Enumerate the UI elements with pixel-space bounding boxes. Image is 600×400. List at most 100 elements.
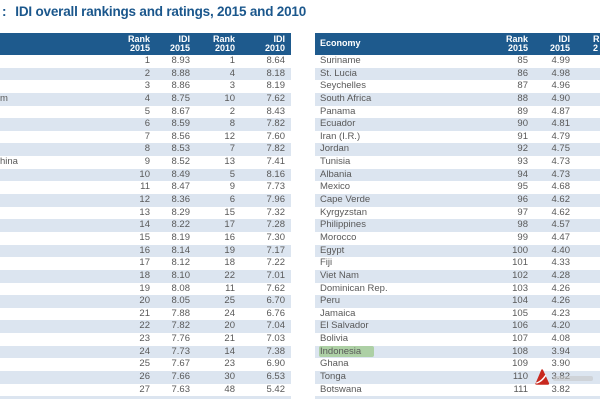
table-row: Botswana 111 3.82 [315, 383, 600, 397]
economy-cell: El Salvador [320, 320, 369, 332]
rank-2015-cell: 85 [517, 55, 528, 66]
rank-2015-cell: 103 [512, 282, 528, 294]
rank-2010-cell: 3 [229, 80, 235, 92]
rankings-table-right: Economy Rank 2015 IDI 2015 R 2 Suriname 8… [315, 33, 600, 399]
economy-cell: Kyrgyzstan [320, 206, 367, 218]
economy-cell: Indonesia [315, 345, 468, 359]
table-row: 10 8.49 5 8.16 [0, 168, 291, 182]
rank-2015-cell: 86 [517, 67, 528, 79]
idi-2015-cell: 4.57 [551, 219, 571, 231]
col-header-economy: Economy [320, 39, 361, 49]
highlighted-economy: Indonesia [319, 345, 375, 357]
rank-2015-cell: 13 [139, 206, 150, 218]
economy-cell: Albania [320, 168, 352, 180]
idi-2010-cell: 6.90 [266, 358, 286, 370]
table-row: Cape Verde 96 4.62 [315, 194, 600, 207]
table-row: Suriname 85 4.99 [315, 55, 600, 68]
table-row: 11 8.47 9 7.73 [0, 181, 291, 195]
left-table-next-row-sliver [0, 396, 291, 399]
idi-2015-cell: 4.99 [551, 55, 571, 66]
idi-2015-cell: 4.28 [551, 269, 571, 281]
economy-cell: Mexico [320, 181, 351, 193]
idi-2015-cell: 4.68 [551, 181, 571, 193]
idi-2010-cell: 6.76 [266, 307, 286, 319]
idi-2015-cell: 8.53 [171, 143, 191, 155]
idi-2010-cell: 7.38 [266, 345, 286, 357]
table-row: 12 8.36 6 7.96 [0, 194, 291, 207]
rank-2015-cell: 7 [144, 130, 150, 142]
table-row: 27 7.63 48 5.42 [0, 383, 291, 397]
rank-2015-cell: 3 [144, 80, 150, 92]
table-row: 2 8.88 4 8.18 [0, 67, 291, 81]
idi-2010-cell: 8.18 [266, 67, 286, 79]
idi-2015-cell: 4.47 [551, 231, 571, 243]
rank-2010-cell: 18 [224, 257, 235, 269]
idi-2015-cell: 4.26 [551, 282, 571, 294]
rank-2010-cell: 22 [224, 269, 235, 281]
idi-2010-cell: 7.22 [266, 257, 286, 269]
rank-2015-cell: 92 [517, 143, 528, 155]
economy-cell: Tonga [320, 371, 346, 383]
right-table-next-row-sliver [315, 396, 600, 399]
col-header-idi-2015: IDI 2015 [549, 33, 570, 53]
pdf-app-logo-icon [535, 369, 550, 385]
rank-2015-cell: 89 [517, 105, 528, 117]
rank-2010-cell: 21 [224, 333, 235, 345]
title-prefix: : [2, 4, 7, 19]
rank-2015-cell: 26 [139, 371, 150, 383]
rank-2010-cell: 13 [224, 156, 235, 168]
rank-2015-cell: 105 [512, 307, 528, 319]
col-header-rank-2010: Rank 2010 [212, 33, 235, 53]
table-row: Ecuador 90 4.81 [315, 118, 600, 131]
idi-2015-cell: 7.88 [171, 307, 191, 319]
rank-2010-cell: 16 [224, 231, 235, 243]
economy-cell: Iran (I.R.) [320, 130, 361, 142]
idi-2010-cell: 8.43 [266, 105, 286, 117]
idi-2015-cell: 8.56 [171, 130, 191, 142]
idi-2015-cell: 4.62 [551, 206, 571, 218]
idi-2015-cell: 4.73 [551, 156, 571, 168]
table-row: Seychelles 87 4.96 [315, 80, 600, 93]
economy-cell: South Africa [320, 92, 372, 104]
idi-2015-cell: 7.82 [171, 320, 191, 332]
idi-2015-cell: 3.82 [551, 383, 571, 395]
rank-2015-cell: 22 [139, 320, 150, 332]
col-header-rank-2015: Rank 2015 [505, 33, 528, 53]
economy-cell: Jamaica [320, 307, 356, 319]
idi-2010-cell: 7.04 [266, 320, 286, 332]
table-row: Egypt 100 4.40 [315, 244, 600, 258]
idi-2015-cell: 8.14 [171, 244, 191, 256]
table-row: St. Lucia 86 4.98 [315, 67, 600, 81]
rank-2015-cell: 95 [517, 181, 528, 193]
rank-2015-cell: 109 [512, 358, 528, 370]
economy-cell: St. Lucia [320, 67, 357, 79]
idi-2015-cell: 7.67 [171, 358, 191, 370]
rank-2010-cell: 15 [224, 206, 235, 218]
rank-2010-cell: 24 [224, 307, 235, 319]
idi-2015-cell: 4.90 [551, 92, 571, 104]
rank-2015-cell: 14 [139, 219, 150, 231]
table-row: Bolivia 107 4.08 [315, 333, 600, 346]
table-row: 3 8.86 3 8.19 [0, 80, 291, 93]
idi-2010-cell: 5.42 [266, 383, 286, 395]
rank-2015-cell: 10 [139, 168, 150, 180]
rank-2010-cell: 9 [229, 181, 235, 193]
table-row: Jamaica 105 4.23 [315, 307, 600, 321]
table-row: hina 9 8.52 13 7.41 [0, 156, 291, 169]
economy-cell: m [0, 92, 8, 104]
economy-cell: hina [0, 156, 18, 168]
table-row: 17 8.12 18 7.22 [0, 257, 291, 270]
idi-2015-cell: 4.20 [551, 320, 571, 332]
col-header-idi-2010: IDI 2010 [264, 33, 285, 53]
rank-2010-cell: 7 [229, 143, 235, 155]
idi-2015-cell: 8.75 [171, 92, 191, 104]
table-row: 25 7.67 23 6.90 [0, 358, 291, 372]
rank-2015-cell: 15 [139, 231, 150, 243]
idi-2015-cell: 8.36 [171, 194, 191, 206]
rank-2010-cell: 30 [224, 371, 235, 383]
idi-2015-cell: 3.90 [551, 358, 571, 370]
table-row: Philippines 98 4.57 [315, 219, 600, 232]
idi-2015-cell: 7.66 [171, 371, 191, 383]
table-row: Dominican Rep. 103 4.26 [315, 282, 600, 296]
rank-2015-cell: 99 [517, 231, 528, 243]
